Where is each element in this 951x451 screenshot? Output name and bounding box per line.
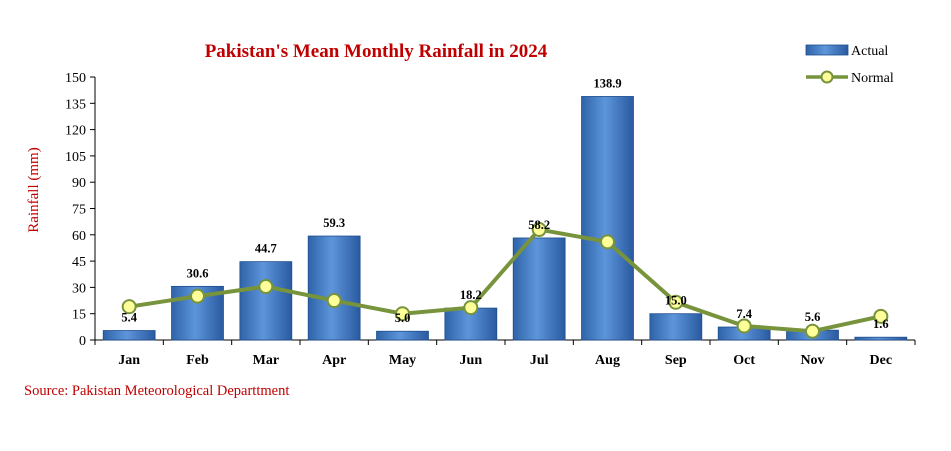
normal-marker-feb <box>190 288 205 304</box>
x-tick-label: Jan <box>118 353 140 368</box>
chart-title: Pakistan's Mean Monthly Rainfall in 2024 <box>205 41 548 62</box>
data-label-jun: 18.2 <box>460 288 482 302</box>
data-label-mar: 44.7 <box>255 242 277 256</box>
y-tick-label: 105 <box>65 150 86 165</box>
legend-normal-label: Normal <box>851 71 894 86</box>
y-tick-label: 150 <box>65 71 86 86</box>
normal-line <box>128 227 882 334</box>
y-tick-label: 90 <box>72 176 86 191</box>
y-tick-label: 135 <box>65 97 86 112</box>
y-tick-label: 0 <box>79 334 86 349</box>
x-tick-label: Mar <box>253 353 279 368</box>
legend: Actual Normal <box>805 44 894 86</box>
y-tick-label: 120 <box>65 124 86 139</box>
data-label-may: 5.0 <box>395 311 411 325</box>
normal-marker-jan <box>121 299 137 315</box>
x-tick-label: Nov <box>800 353 824 368</box>
data-label-jan: 5.4 <box>121 311 137 325</box>
normal-marker-aug <box>600 234 615 250</box>
x-tick-label: Sep <box>665 353 687 368</box>
normal-marker-sep <box>668 294 684 310</box>
y-tick-label: 30 <box>72 281 86 296</box>
normal-marker-jun <box>463 300 479 316</box>
x-tick-label: Dec <box>870 353 893 368</box>
x-tick-label: Jul <box>530 353 549 368</box>
normal-marker-jul <box>531 222 547 238</box>
normal-line-series <box>121 222 889 339</box>
y-tick-label: 45 <box>72 255 86 270</box>
data-label-oct: 7.4 <box>736 307 752 321</box>
normal-marker-mar <box>258 279 274 295</box>
bar-sep <box>649 313 703 341</box>
source-note: Source: Pakistan Meteorological Departtm… <box>24 383 290 399</box>
legend-actual-swatch <box>805 44 849 56</box>
data-label-aug: 138.9 <box>593 76 621 90</box>
data-label-dec: 1.6 <box>873 317 889 331</box>
normal-marker-nov <box>805 323 820 339</box>
x-tick-label: Aug <box>595 353 620 368</box>
bar-apr <box>307 235 361 341</box>
bars <box>102 96 908 341</box>
y-tick-label: 60 <box>72 229 86 244</box>
y-tick-label: 75 <box>72 203 86 218</box>
normal-marker-may <box>395 306 410 322</box>
normal-marker-dec <box>873 308 889 324</box>
data-label-sep: 15.0 <box>665 294 687 308</box>
y-axis-label: Rainfall (mm) <box>26 147 42 232</box>
axes: 0 15 30 45 60 75 90 105 120 135 150 Jan Feb Mar Apr May… <box>65 71 916 368</box>
y-tick-label: 15 <box>72 308 86 323</box>
x-tick-label: Oct <box>733 353 755 368</box>
x-tick-label: Jun <box>460 353 483 368</box>
data-label-apr: 59.3 <box>323 216 345 230</box>
legend-actual-label: Actual <box>851 44 888 59</box>
bar-may <box>376 330 429 341</box>
bar-aug <box>581 96 634 341</box>
legend-normal-marker <box>820 70 834 84</box>
bar-jul <box>512 237 566 341</box>
x-tick-label: Feb <box>186 353 209 368</box>
data-label-feb: 30.6 <box>187 266 209 280</box>
x-tick-label: May <box>389 353 416 368</box>
data-labels: 5.4 30.6 44.7 59.3 5.0 18.2 58.2 138.9 15.0 7.4 5.… <box>121 76 888 331</box>
bar-mar <box>239 261 293 341</box>
normal-marker-apr <box>326 293 342 309</box>
bar-jan <box>102 330 156 341</box>
x-tick-label: Apr <box>322 353 346 368</box>
normal-marker-oct <box>736 318 752 334</box>
data-label-jul: 58.2 <box>528 218 550 232</box>
data-label-nov: 5.6 <box>805 310 821 324</box>
bar-dec <box>854 336 908 341</box>
